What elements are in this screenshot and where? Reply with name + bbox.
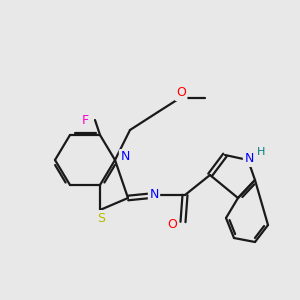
Text: N: N (244, 152, 254, 166)
Text: H: H (257, 147, 265, 157)
Text: N: N (149, 188, 159, 200)
Text: F: F (81, 113, 88, 127)
Text: O: O (176, 86, 186, 100)
Text: O: O (167, 218, 177, 230)
Text: S: S (97, 212, 105, 224)
Text: N: N (120, 151, 130, 164)
